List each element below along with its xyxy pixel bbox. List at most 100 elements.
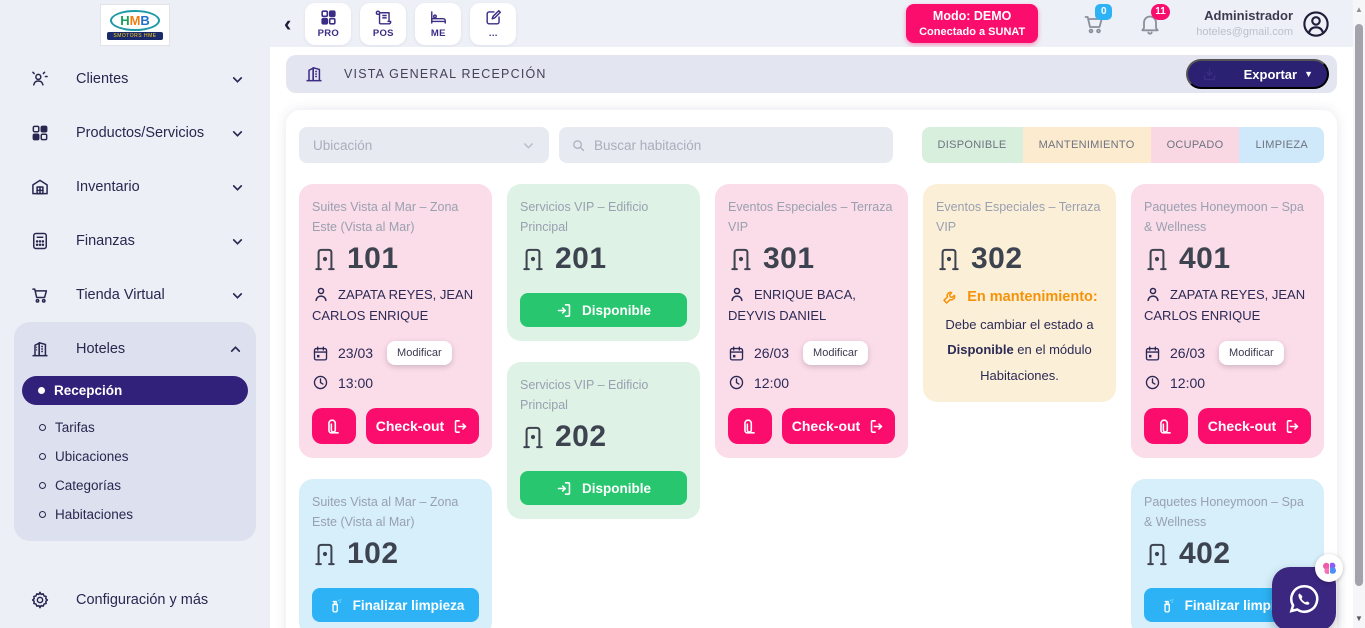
checkout-button[interactable]: Check-out <box>1198 408 1311 445</box>
whatsapp-fab-button[interactable] <box>1272 554 1343 628</box>
legend-chip-limpieza[interactable]: LIMPIEZA <box>1239 127 1324 163</box>
hotel-building-icon <box>32 342 48 357</box>
page-scrollbar[interactable]: ▲ ▼ <box>1353 0 1365 628</box>
checkout-time: 12:00 <box>1170 374 1206 391</box>
sidebar-subitem-label: Ubicaciones <box>55 449 129 464</box>
person-icon <box>315 287 327 302</box>
room-location: Suites Vista al Mar – Zona Este (Vista a… <box>312 495 459 530</box>
room-number: 101 <box>347 242 399 275</box>
sidebar-item-configuracion[interactable]: Configuración y más <box>0 578 270 622</box>
page: VISTA GENERAL RECEPCIÓN Exportar ▼ Ubica… <box>270 47 1353 628</box>
maintenance-title-row: En mantenimiento: <box>936 288 1103 306</box>
available-button[interactable]: Disponible <box>520 471 687 505</box>
sidebar-subitem-recepcion[interactable]: Recepción <box>22 376 248 405</box>
warehouse-icon <box>32 179 48 195</box>
sidebar-item-hoteles[interactable]: Hoteles <box>14 322 256 376</box>
notifications-button[interactable]: 11 <box>1138 3 1170 36</box>
legend-chip-mantenimiento[interactable]: MANTENIMIENTO <box>1022 127 1151 163</box>
exit-door-icon <box>1286 419 1299 433</box>
date-row: 23/03 Modificar <box>312 341 479 366</box>
exit-door-icon <box>870 419 883 433</box>
room-card-102: Suites Vista al Mar – Zona Este (Vista a… <box>299 479 492 628</box>
sidebar-subitem-categorias[interactable]: Categorías <box>14 471 256 500</box>
export-button[interactable]: Exportar ▼ <box>1185 59 1329 89</box>
sidebar-subitem-tarifas[interactable]: Tarifas <box>14 413 256 442</box>
cart-icon <box>32 288 48 303</box>
checkout-button[interactable]: Check-out <box>782 408 895 445</box>
mode-line1: Modo: DEMO <box>932 8 1012 23</box>
back-button[interactable]: ‹ <box>284 10 292 36</box>
sidebar-item-clientes[interactable]: Clientes <box>0 52 270 106</box>
search-input[interactable] <box>594 137 881 153</box>
sidebar-item-inventario[interactable]: Inventario <box>0 160 270 214</box>
legend-chip-disponible[interactable]: DISPONIBLE <box>921 127 1023 163</box>
scrollbar-thumb[interactable] <box>1355 24 1363 586</box>
enter-door-icon <box>557 303 571 317</box>
sidebar-item-productos-servicios[interactable]: Productos/Servicios <box>0 106 270 160</box>
location-select[interactable]: Ubicación <box>299 127 549 163</box>
topbar-button-label: ... <box>488 28 498 39</box>
available-button[interactable]: Disponible <box>520 293 687 327</box>
rooms-grid: Suites Vista al Mar – Zona Este (Vista a… <box>299 184 1324 628</box>
reservation-details-button[interactable] <box>728 408 772 445</box>
modify-button[interactable]: Modificar <box>1219 341 1284 366</box>
user-menu[interactable]: Administrador hoteles@gmail.com <box>1196 8 1293 39</box>
clock-icon <box>313 375 328 390</box>
chevron-down-icon <box>524 142 533 149</box>
download-icon <box>1203 67 1215 80</box>
sidebar-item-finanzas[interactable]: Finanzas <box>0 214 270 268</box>
room-location: Eventos Especiales – Terraza VIP <box>728 200 893 234</box>
clock-icon <box>1145 375 1160 390</box>
sidebar-subitem-habitaciones[interactable]: Habitaciones <box>14 500 256 529</box>
ai-assistant-button[interactable] <box>1315 554 1343 582</box>
avatar-icon[interactable] <box>1301 9 1331 39</box>
chevron-down-icon <box>232 238 243 245</box>
chevron-down-icon <box>232 76 243 83</box>
clock-icon <box>729 375 744 390</box>
door-icon <box>523 248 543 271</box>
topbar-button-me[interactable]: ME <box>415 2 462 45</box>
reservation-details-button[interactable] <box>1144 408 1188 445</box>
filters-row: Ubicación DISPONIBLE MANTENIMIENTO OCUPA… <box>299 127 1324 163</box>
finish-cleaning-button[interactable]: Finalizar limpieza <box>312 588 479 623</box>
person-icon <box>731 287 743 302</box>
sidebar-group-hoteles: Hoteles Recepción Tarifas Ubicaciones Ca… <box>14 322 256 541</box>
note-icon <box>1159 419 1171 434</box>
app-logo[interactable]: HMB SMOTORS HME <box>100 4 170 46</box>
topbar-button-more[interactable]: ... <box>470 2 517 45</box>
page-header-bar: VISTA GENERAL RECEPCIÓN Exportar ▼ <box>286 55 1337 93</box>
checkout-label: Check-out <box>791 418 861 435</box>
modify-button[interactable]: Modificar <box>803 341 868 366</box>
room-number: 102 <box>347 537 399 571</box>
chevron-down-icon <box>232 184 243 191</box>
spray-icon <box>1163 598 1173 613</box>
caret-down-icon: ▼ <box>1304 69 1313 79</box>
modify-button[interactable]: Modificar <box>387 341 452 366</box>
sidebar-item-label: Clientes <box>76 71 129 87</box>
legend-chip-ocupado[interactable]: OCUPADO <box>1150 127 1240 163</box>
sidebar-subitem-ubicaciones[interactable]: Ubicaciones <box>14 442 256 471</box>
bullet-icon <box>39 453 46 460</box>
checkout-button[interactable]: Check-out <box>366 408 479 445</box>
grid-icon <box>32 125 48 141</box>
room-location: Paquetes Honeymoon – Spa & Wellness <box>1144 200 1304 234</box>
guest-row: ZAPATA REYES, JEAN CARLOS ENRIQUE <box>1144 284 1311 326</box>
reservation-details-button[interactable] <box>312 408 356 445</box>
door-icon <box>1147 248 1167 271</box>
topbar-button-pos[interactable]: POS <box>360 2 407 45</box>
topbar: ‹ PRO POS ME ... Modo: DEMO Conectado a … <box>270 0 1353 47</box>
calendar-icon <box>1145 346 1160 361</box>
room-card-401: Paquetes Honeymoon – Spa & Wellness 401 … <box>1131 184 1324 459</box>
receipt-icon <box>375 10 392 25</box>
bullet-icon <box>39 424 46 431</box>
scroll-up-arrow[interactable]: ▲ <box>1355 5 1363 14</box>
sidebar-item-tienda-virtual[interactable]: Tienda Virtual <box>0 268 270 322</box>
demo-mode-badge[interactable]: Modo: DEMO Conectado a SUNAT <box>906 3 1039 44</box>
cart-button[interactable]: 0 <box>1082 3 1113 36</box>
scroll-down-arrow[interactable]: ▼ <box>1355 614 1363 623</box>
topbar-button-pro[interactable]: PRO <box>305 2 352 45</box>
checkout-label: Check-out <box>375 418 445 435</box>
sidebar-subitem-label: Tarifas <box>55 420 95 435</box>
grid-column: Eventos Especiales – Terraza VIP 302 En … <box>923 184 1116 403</box>
active-bullet <box>38 387 45 394</box>
